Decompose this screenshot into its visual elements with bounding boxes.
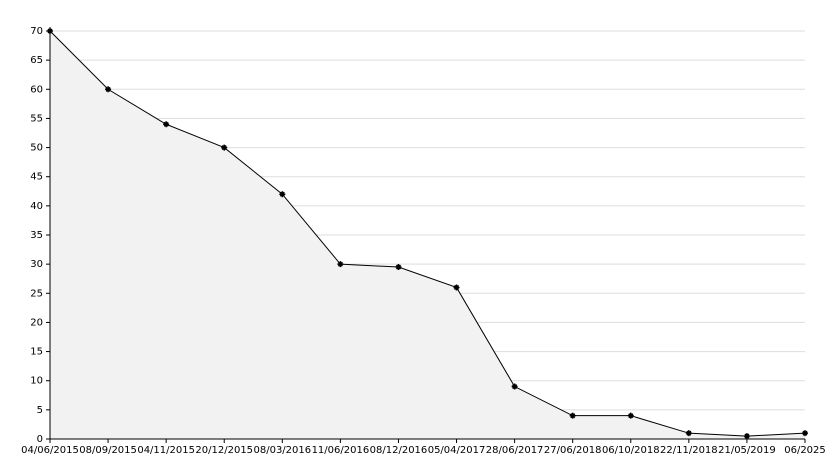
y-tick-label: 25: [30, 288, 43, 299]
y-tick-label: 0: [37, 434, 43, 445]
y-tick-label: 65: [30, 55, 43, 66]
marker: [163, 121, 170, 128]
x-tick-label: 06/2025: [784, 445, 826, 456]
x-tick-label: 21/05/2019: [718, 445, 776, 456]
y-tick-label: 55: [30, 113, 43, 124]
marker: [337, 261, 344, 268]
x-tick-label: 04/06/2015: [21, 445, 79, 456]
x-tick-label: 04/11/2015: [137, 445, 195, 456]
y-tick-label: 35: [30, 230, 43, 241]
marker: [743, 433, 750, 440]
marker: [511, 383, 518, 390]
x-tick-label: 06/10/2018: [602, 445, 660, 456]
marker: [105, 86, 112, 93]
marker: [395, 264, 402, 271]
y-tick-label: 50: [30, 143, 43, 154]
marker: [221, 144, 228, 151]
marker: [627, 412, 634, 419]
x-tick-label: 11/06/2016: [312, 445, 370, 456]
y-tick-label: 5: [37, 405, 43, 416]
marker: [685, 430, 692, 437]
marker: [453, 284, 460, 291]
x-tick-label: 08/12/2016: [370, 445, 428, 456]
y-tick-label: 45: [30, 172, 43, 183]
marker: [569, 412, 576, 419]
x-tick-label: 05/04/2017: [428, 445, 486, 456]
y-tick-label: 20: [30, 317, 43, 328]
line: [49, 30, 806, 437]
marker: [279, 191, 286, 198]
y-tick-label: 40: [30, 201, 43, 212]
y-tick-label: 30: [30, 259, 43, 270]
y-tick-label: 15: [30, 347, 43, 358]
x-tick-label: 27/06/2018: [544, 445, 602, 456]
x-tick-label: 08/09/2015: [79, 445, 137, 456]
x-tick-label: 22/11/2018: [660, 445, 718, 456]
y-tick-label: 10: [30, 376, 43, 387]
area: [50, 31, 805, 439]
y-tick-label: 60: [30, 84, 43, 95]
x-tick-label: 28/06/2017: [486, 445, 544, 456]
marker: [802, 430, 808, 437]
y-tick-label: 70: [30, 26, 43, 37]
x-tick-label: 08/03/2016: [253, 445, 311, 456]
x-tick-label: 20/12/2015: [195, 445, 253, 456]
